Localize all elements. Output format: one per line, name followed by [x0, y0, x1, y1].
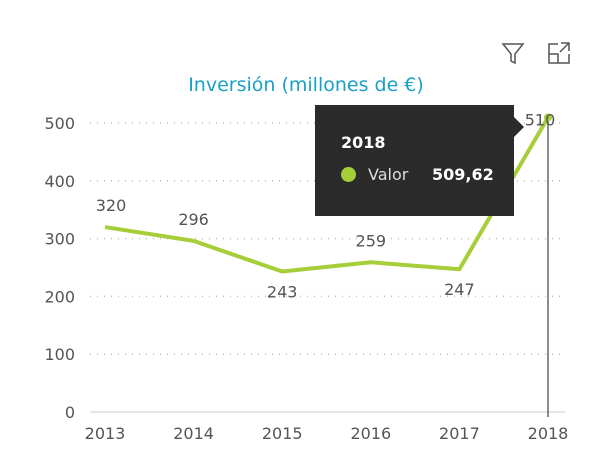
y-tick-label: 200	[44, 287, 75, 306]
y-tick-label: 300	[44, 230, 75, 249]
series-dot-icon	[341, 167, 356, 182]
y-tick-label: 500	[44, 114, 75, 133]
series-line-valor	[104, 116, 550, 274]
data-label: 243	[267, 283, 298, 302]
x-tick-label: 2013	[85, 424, 126, 443]
tooltip-label: Valor	[368, 165, 409, 184]
y-tick-label: 0	[65, 403, 75, 422]
data-label: 247	[444, 280, 475, 299]
data-label: 510	[525, 110, 556, 129]
x-tick-label: 2016	[350, 424, 391, 443]
data-label: 259	[356, 231, 387, 250]
x-tick-label: 2014	[173, 424, 214, 443]
tooltip: 2018 Valor 509,62	[315, 105, 524, 216]
filter-icon[interactable]	[500, 40, 526, 66]
data-label: 296	[178, 210, 209, 229]
y-tick-label: 100	[44, 345, 75, 364]
data-label: 320	[96, 196, 127, 215]
focus-mode-icon[interactable]	[546, 40, 572, 66]
tooltip-title: 2018	[341, 133, 386, 152]
x-tick-label: 2018	[528, 424, 569, 443]
x-tick-label: 2015	[262, 424, 303, 443]
y-tick-label: 400	[44, 172, 75, 191]
tooltip-value: 509,62	[432, 165, 494, 184]
x-tick-label: 2017	[439, 424, 480, 443]
chart-title: Inversión (millones de €)	[188, 74, 424, 96]
data-point	[544, 113, 552, 122]
